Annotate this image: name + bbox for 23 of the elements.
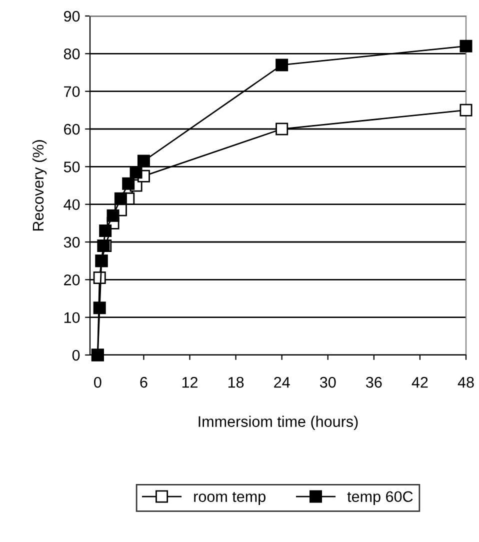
x-tick-label: 0	[94, 376, 102, 388]
x-tick-label: 12	[182, 376, 198, 388]
y-tick-label: 90	[64, 10, 80, 22]
legend-label: room temp	[194, 492, 266, 506]
x-tick-label: 48	[458, 376, 474, 388]
legend-label: temp 60C	[347, 491, 413, 506]
y-tick-label: 80	[64, 48, 80, 60]
y-tick-label: 10	[64, 312, 80, 324]
y-tick-label: 20	[64, 274, 80, 286]
y-tick-label: 50	[64, 162, 80, 172]
x-tick-label: 6	[140, 376, 148, 388]
x-tick-label: 18	[228, 376, 244, 388]
x-tick-label: 42	[412, 376, 428, 388]
x-axis-title: Immersiom time (hours)	[198, 416, 358, 430]
y-tick-label: 30	[64, 236, 80, 248]
y-tick-label: 40	[64, 199, 80, 210]
y-tick-label: 70	[64, 86, 80, 98]
y-tick-label: 60	[64, 124, 80, 135]
x-tick-label: 24	[274, 376, 290, 388]
y-axis-title: Recovery (%)	[32, 140, 47, 231]
y-tick-label: 0	[72, 350, 80, 361]
x-tick-label: 30	[320, 376, 336, 388]
x-tick-label: 36	[366, 376, 382, 388]
